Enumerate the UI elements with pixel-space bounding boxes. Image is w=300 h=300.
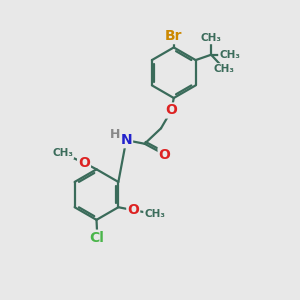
Text: N: N [120,133,132,147]
Text: O: O [159,148,170,162]
Text: CH₃: CH₃ [219,50,240,60]
Text: O: O [127,203,139,217]
Text: CH₃: CH₃ [214,64,235,74]
Text: CH₃: CH₃ [144,209,165,219]
Text: CH₃: CH₃ [52,148,73,158]
Text: H: H [110,128,120,141]
Text: Cl: Cl [90,231,104,245]
Text: O: O [166,103,177,118]
Text: O: O [78,156,90,170]
Text: CH₃: CH₃ [201,33,222,43]
Text: Br: Br [165,29,182,43]
